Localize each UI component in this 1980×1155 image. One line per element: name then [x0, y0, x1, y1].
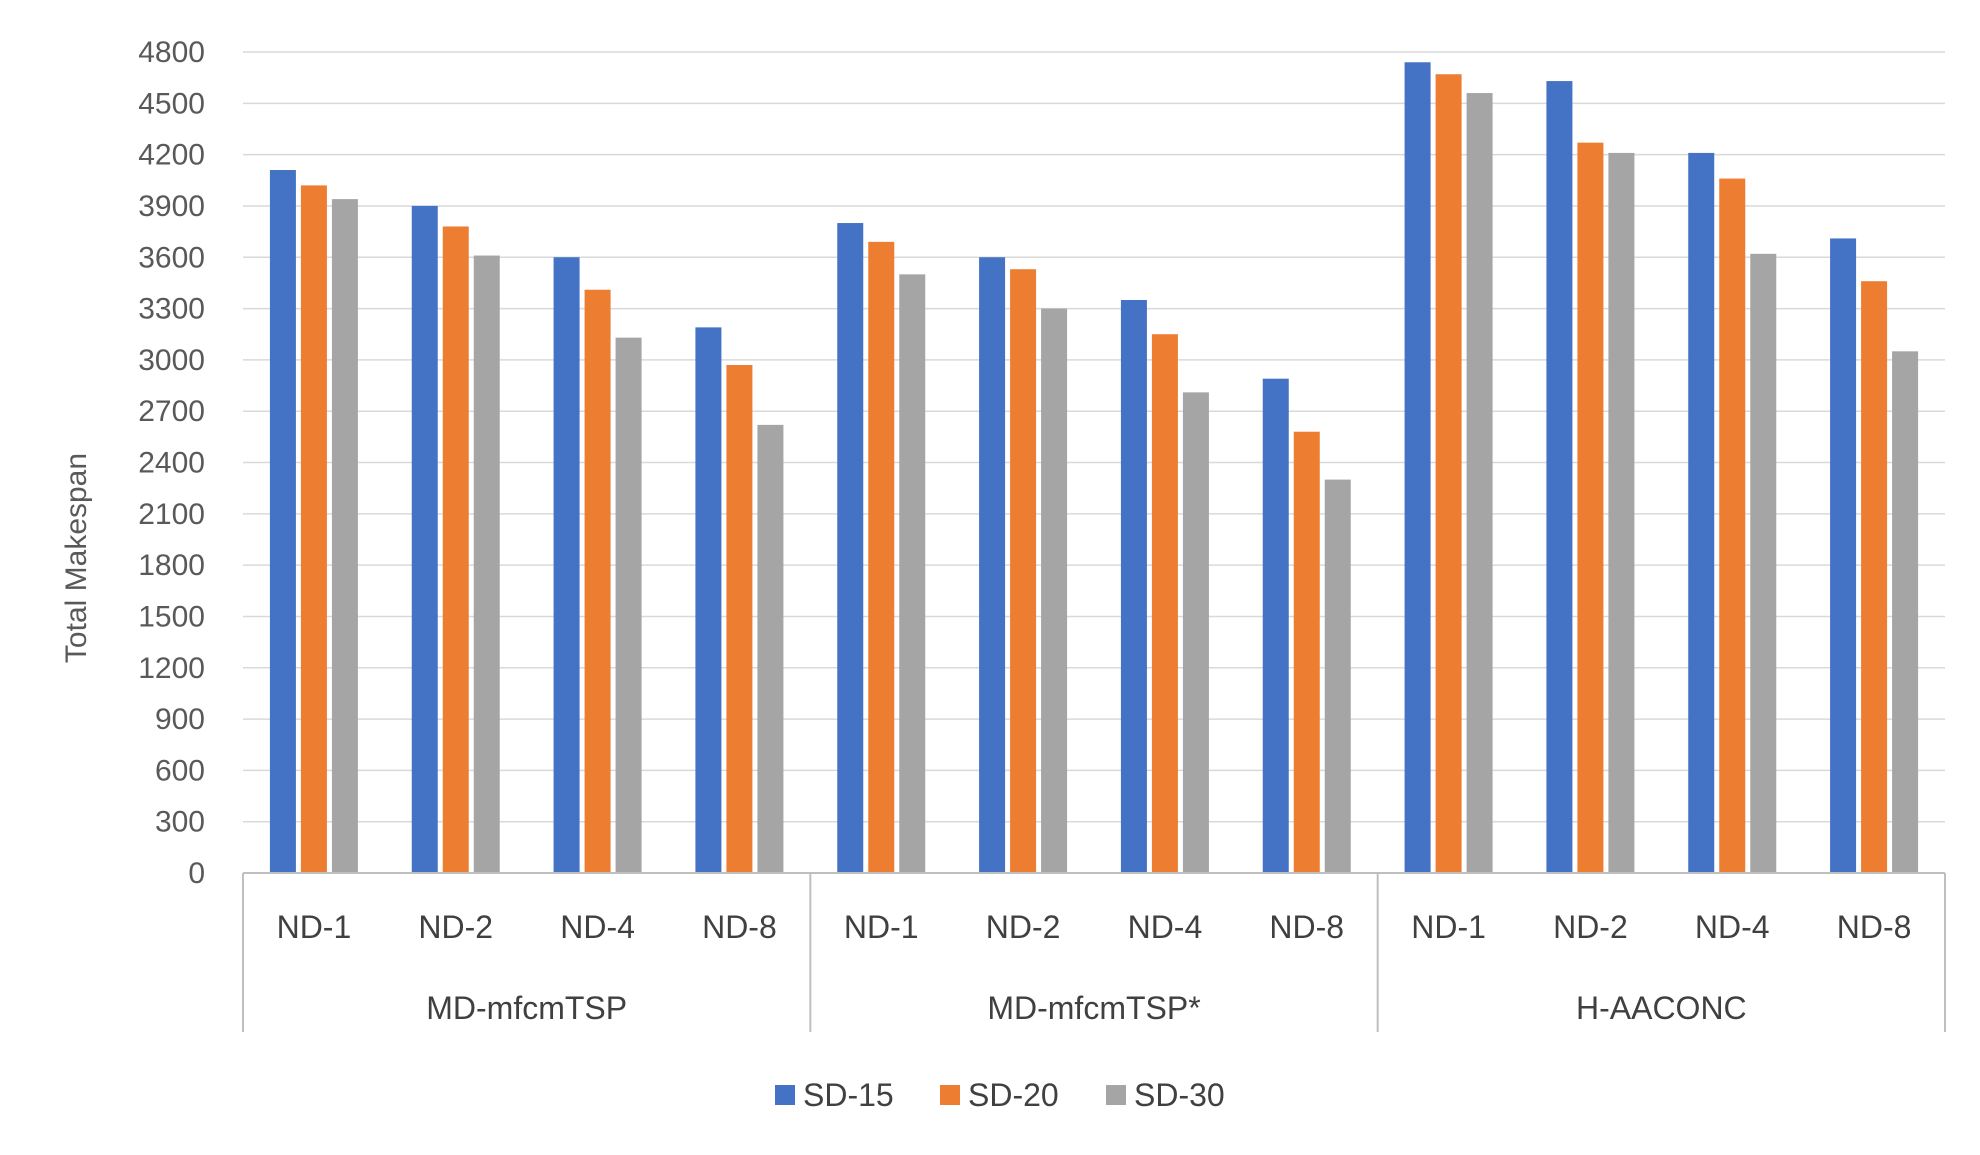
x-tick-label: ND-1	[844, 909, 919, 945]
x-tick-label: ND-1	[277, 909, 352, 945]
bar-sd-30	[1892, 351, 1919, 874]
legend: SD-15 SD-20 SD-30	[775, 1077, 1225, 1113]
bars	[269, 62, 1919, 874]
bar-sd-20	[726, 365, 753, 873]
bar-sd-30	[331, 199, 358, 874]
bar-sd-20	[1577, 142, 1604, 873]
x-axis: ND-1 ND-2 ND-4 ND-8 ND-1 ND-2 ND-4 ND-8 ND-1 ND-2…	[242, 872, 1946, 1032]
group-label: MD-mfcmTSP	[426, 990, 627, 1026]
bar-sd-15	[1546, 81, 1573, 873]
bar-sd-20	[1010, 269, 1037, 874]
legend-label: SD-15	[803, 1077, 894, 1113]
bar-sd-20	[1435, 74, 1462, 874]
bar-sd-20	[1151, 334, 1178, 873]
y-tick-label: 1200	[138, 652, 205, 685]
bar-sd-15	[269, 170, 296, 874]
x-tick-label: ND-2	[986, 909, 1061, 945]
x-tick-label: ND-8	[1269, 909, 1344, 945]
x-tick-label: ND-2	[1553, 909, 1628, 945]
bar-sd-20	[584, 289, 611, 873]
y-tick-label: 2400	[138, 447, 205, 480]
bar-sd-20	[300, 185, 327, 874]
y-tick-label: 1800	[138, 549, 205, 582]
y-tick-label: 3900	[138, 190, 205, 223]
y-tick-label: 3600	[138, 241, 205, 274]
bar-sd-30	[1182, 392, 1209, 873]
bar-sd-30	[1466, 93, 1493, 874]
bar-sd-15	[1830, 238, 1857, 873]
bar-sd-15	[837, 223, 864, 873]
bar-sd-30	[1324, 479, 1351, 873]
bar-sd-30	[1041, 308, 1068, 873]
bar-sd-20	[1861, 281, 1888, 874]
bar-sd-20	[1719, 178, 1746, 874]
bar-sd-20	[868, 241, 895, 873]
y-tick-label: 4200	[138, 139, 205, 172]
x-tick-label: ND-1	[1411, 909, 1486, 945]
bar-sd-15	[411, 205, 438, 873]
y-tick-label: 3300	[138, 293, 205, 326]
y-tick-label: 1500	[138, 600, 205, 633]
bar-sd-20	[442, 226, 469, 873]
y-tick-label: 4500	[138, 87, 205, 120]
legend-swatch	[775, 1085, 795, 1105]
bar-sd-30	[1750, 253, 1777, 873]
group-label: H-AACONC	[1576, 990, 1747, 1026]
bar-sd-30	[473, 255, 500, 874]
x-tick-label: ND-8	[1837, 909, 1912, 945]
y-tick-label: 0	[188, 857, 205, 890]
bar-sd-15	[553, 257, 580, 873]
bar-sd-15	[1262, 378, 1289, 873]
y-axis-ticks: 0 300 600 900 1200 1500 1800 2100 2400 2700 3000 33…	[138, 36, 205, 890]
bar-sd-15	[1404, 62, 1431, 873]
y-axis-label: Total Makespan	[60, 453, 93, 663]
x-tick-label: ND-4	[1128, 909, 1203, 945]
bar-sd-15	[1120, 300, 1147, 874]
y-tick-label: 600	[155, 754, 205, 787]
x-tick-label: ND-2	[418, 909, 493, 945]
bar-sd-30	[757, 424, 784, 873]
y-tick-label: 4800	[138, 36, 205, 69]
x-tick-label: ND-8	[702, 909, 777, 945]
legend-label: SD-20	[968, 1077, 1059, 1113]
y-tick-label: 3000	[138, 344, 205, 377]
legend-label: SD-30	[1134, 1077, 1225, 1113]
bar-sd-30	[615, 337, 642, 873]
legend-swatch	[940, 1085, 960, 1105]
group-label: MD-mfcmTSP*	[987, 990, 1200, 1026]
bar-sd-15	[695, 327, 722, 873]
y-tick-label: 300	[155, 806, 205, 839]
bar-sd-15	[979, 257, 1006, 873]
gridlines	[243, 51, 1945, 823]
bar-sd-15	[1688, 152, 1715, 874]
y-tick-label: 900	[155, 703, 205, 736]
bar-sd-30	[899, 274, 926, 874]
y-tick-label: 2100	[138, 498, 205, 531]
bar-sd-30	[1608, 152, 1635, 874]
bar-sd-20	[1293, 431, 1320, 873]
legend-swatch	[1106, 1085, 1126, 1105]
y-tick-label: 2700	[138, 395, 205, 428]
x-tick-label: ND-4	[560, 909, 635, 945]
x-tick-label: ND-4	[1695, 909, 1770, 945]
